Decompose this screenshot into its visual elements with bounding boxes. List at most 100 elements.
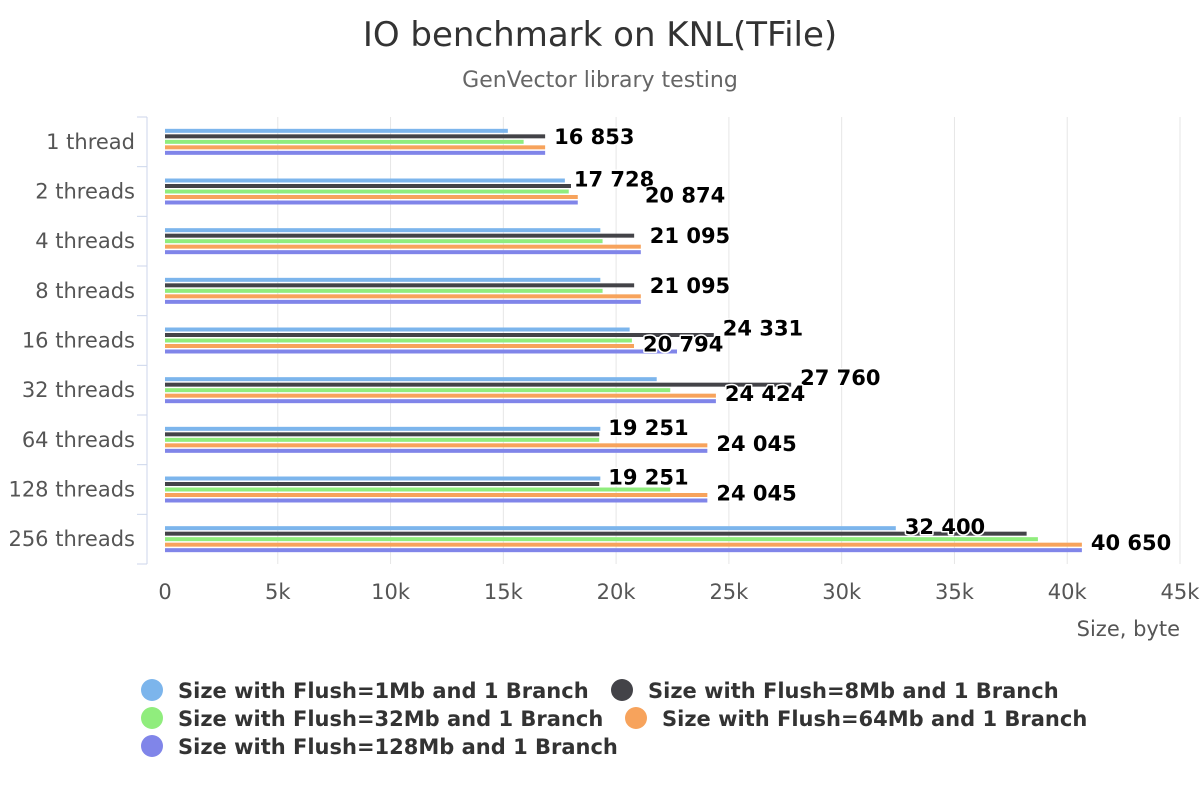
legend-item[interactable]: Size with Flush=8Mb and 1 Branch [611,679,1059,703]
legend-label: Size with Flush=32Mb and 1 Branch [178,707,603,731]
bar [165,448,708,453]
bars [165,128,1082,553]
x-tick-label: 35k [935,580,975,604]
y-tick-label: 1 thread [46,130,135,154]
bar [165,327,630,332]
bar [165,377,657,382]
bar [165,399,716,404]
bar [165,426,601,431]
bar [165,139,524,144]
bar [165,283,635,288]
x-tick-label: 0 [158,580,171,604]
bar [165,349,678,354]
bar [165,487,671,492]
data-label: 20 874 [645,184,725,208]
bar [165,548,1082,553]
x-tick-label: 10k [371,580,411,604]
data-label: 24 424 [725,382,805,406]
legend-item[interactable]: Size with Flush=1Mb and 1 Branch [141,679,589,703]
bar [165,189,569,194]
legend-label: Size with Flush=8Mb and 1 Branch [648,679,1059,703]
bar [165,382,792,387]
bar [165,388,671,393]
bar [165,233,635,238]
bar [165,239,603,244]
bar [165,482,600,486]
bar [165,542,1082,547]
bar [165,526,896,531]
x-tick-label: 40k [1048,580,1088,604]
legend-marker [141,735,163,757]
y-tick-label: 8 threads [35,279,135,303]
legend-label: Size with Flush=64Mb and 1 Branch [662,707,1087,731]
bar [165,299,641,304]
bar [165,294,641,299]
legend-label: Size with Flush=128Mb and 1 Branch [178,735,618,759]
x-tick-label: 20k [597,580,637,604]
bar [165,344,635,348]
bar [165,200,578,205]
bar [165,244,641,249]
legend-marker [141,679,163,701]
legend-marker [611,679,633,701]
x-tick-label: 25k [709,580,749,604]
bar [165,150,546,155]
bar [165,145,546,150]
data-label: 24 331 [723,317,803,341]
data-label: 16 853 [554,125,634,149]
axes: 0 5k 10k 15k 20k 25k 30k 35k 40k 45k 1 thread 2 thr… [8,116,1200,604]
data-label: 24 045 [716,432,796,456]
bar [165,250,641,255]
data-label: 21 095 [650,274,730,298]
bar [165,338,632,343]
data-label: 17 728 [574,168,654,192]
bar [165,531,1027,536]
chart-subtitle: GenVector library testing [462,68,738,93]
data-label: 40 650 [1091,531,1171,555]
bar [165,333,714,337]
data-label: 27 760 [800,366,880,390]
bar [165,195,578,199]
legend-label: Size with Flush=1Mb and 1 Branch [178,679,589,703]
bar [165,443,708,448]
x-tick-label: 45k [1161,580,1200,604]
bar [165,178,565,183]
bar [165,128,508,133]
data-label: 21 095 [650,224,730,248]
legend-item[interactable]: Size with Flush=32Mb and 1 Branch [141,707,603,731]
bar [165,288,603,293]
y-tick-label: 64 threads [22,428,135,452]
bar [165,134,546,139]
legend-item[interactable]: Size with Flush=64Mb and 1 Branch [625,707,1087,731]
bar [165,437,600,442]
x-tick-label: 30k [822,580,862,604]
chart-title: IO benchmark on KNL(TFile) [363,15,837,55]
bar [165,432,600,437]
bar [165,228,601,233]
y-tick-label: 4 threads [35,229,135,253]
bar [165,498,708,503]
x-axis-title: Size, byte [1077,617,1180,641]
y-tick-label: 256 threads [8,527,135,551]
y-tick-label: 128 threads [8,478,135,502]
bar [165,537,1038,542]
y-tick-label: 32 threads [22,378,135,402]
legend-marker [141,707,163,729]
bar [165,476,601,481]
y-tick-label: 16 threads [22,329,135,353]
data-label: 32 400 [905,515,985,539]
data-label: 19 251 [608,416,688,440]
data-label: 24 045 [716,482,796,506]
bar [165,493,708,497]
legend-item[interactable]: Size with Flush=128Mb and 1 Branch [141,735,618,759]
x-tick-label: 15k [484,580,524,604]
x-tick-label: 5k [265,580,291,604]
legend[interactable]: Size with Flush=1Mb and 1 Branch Size wit… [141,679,1087,759]
y-tick-label: 2 threads [35,180,135,204]
bar [165,184,571,188]
bar [165,277,601,282]
data-label: 19 251 [608,466,688,490]
bar [165,393,716,398]
